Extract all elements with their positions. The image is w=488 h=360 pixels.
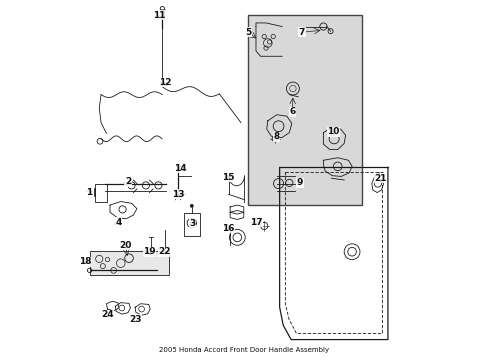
Text: 7: 7	[298, 28, 305, 37]
Text: 16: 16	[222, 224, 234, 233]
Text: 20: 20	[119, 241, 131, 250]
Text: 8: 8	[273, 132, 279, 141]
Bar	[160, 11, 164, 19]
Bar	[247, 15, 362, 205]
Text: 11: 11	[153, 10, 165, 19]
Text: 1: 1	[86, 188, 93, 197]
Text: 18: 18	[79, 257, 91, 266]
Circle shape	[190, 204, 193, 207]
Text: 13: 13	[172, 190, 184, 199]
Text: 12: 12	[158, 78, 171, 87]
Text: 9: 9	[296, 178, 303, 187]
Text: 15: 15	[222, 173, 235, 182]
Text: 23: 23	[129, 315, 141, 324]
Text: 14: 14	[173, 164, 186, 173]
Text: 17: 17	[249, 218, 262, 227]
Text: 19: 19	[143, 247, 156, 256]
Text: 24: 24	[101, 310, 114, 319]
Text: 2: 2	[124, 177, 131, 186]
Bar	[183, 213, 199, 236]
Bar	[159, 82, 166, 85]
Text: 21: 21	[374, 174, 386, 183]
Text: 22: 22	[158, 247, 171, 256]
Text: 5: 5	[244, 28, 251, 37]
Text: 10: 10	[326, 127, 339, 136]
Text: 4: 4	[115, 218, 121, 227]
Bar	[94, 184, 107, 202]
Text: 3: 3	[189, 219, 195, 228]
Text: 2005 Honda Accord Front Door Handle Assembly: 2005 Honda Accord Front Door Handle Asse…	[159, 347, 329, 354]
Bar	[90, 251, 169, 275]
Text: 6: 6	[289, 107, 295, 116]
